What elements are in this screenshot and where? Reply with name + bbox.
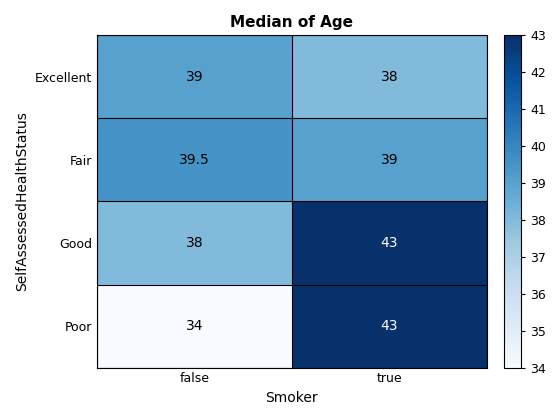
Text: 39.5: 39.5 xyxy=(179,153,209,167)
Text: 38: 38 xyxy=(381,70,398,84)
Text: 34: 34 xyxy=(185,319,203,333)
Title: Median of Age: Median of Age xyxy=(230,15,353,30)
Y-axis label: SelfAssessedHealthStatus: SelfAssessedHealthStatus xyxy=(15,112,29,291)
Text: 38: 38 xyxy=(185,236,203,250)
X-axis label: Smoker: Smoker xyxy=(265,391,318,405)
Text: 39: 39 xyxy=(381,153,398,167)
Text: 39: 39 xyxy=(185,70,203,84)
Text: 43: 43 xyxy=(381,319,398,333)
Text: 43: 43 xyxy=(381,236,398,250)
